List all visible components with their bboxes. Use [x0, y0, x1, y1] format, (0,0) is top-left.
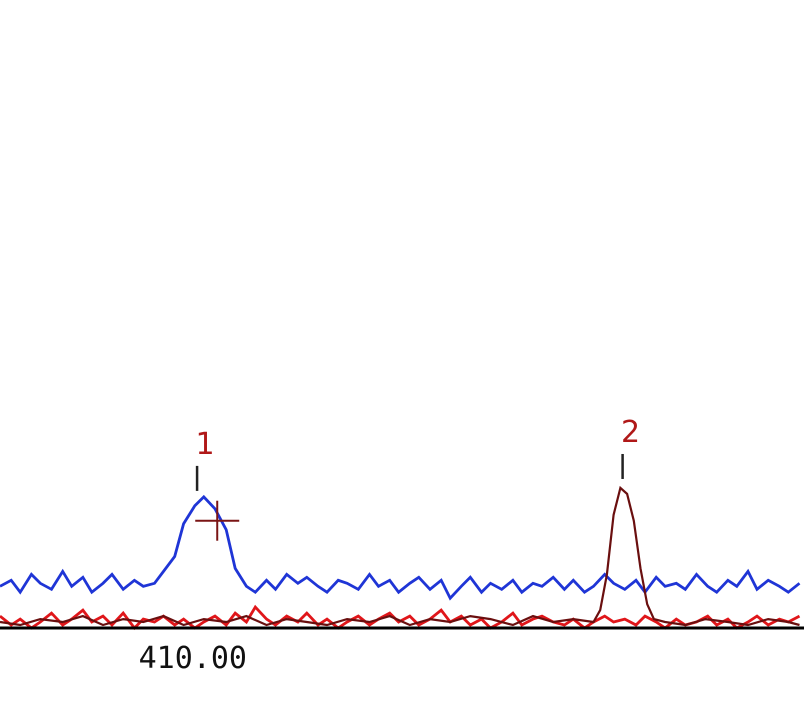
series-blue-trace [0, 494, 801, 601]
x-tick-label: 410.00 [139, 641, 247, 676]
crosshair-cursor[interactable] [195, 500, 240, 541]
x-tick-layer: 410.00 [139, 641, 247, 676]
peak-label: 2 [621, 415, 640, 450]
peak-label: 1 [196, 427, 215, 462]
series-darkred-trace [0, 485, 800, 627]
